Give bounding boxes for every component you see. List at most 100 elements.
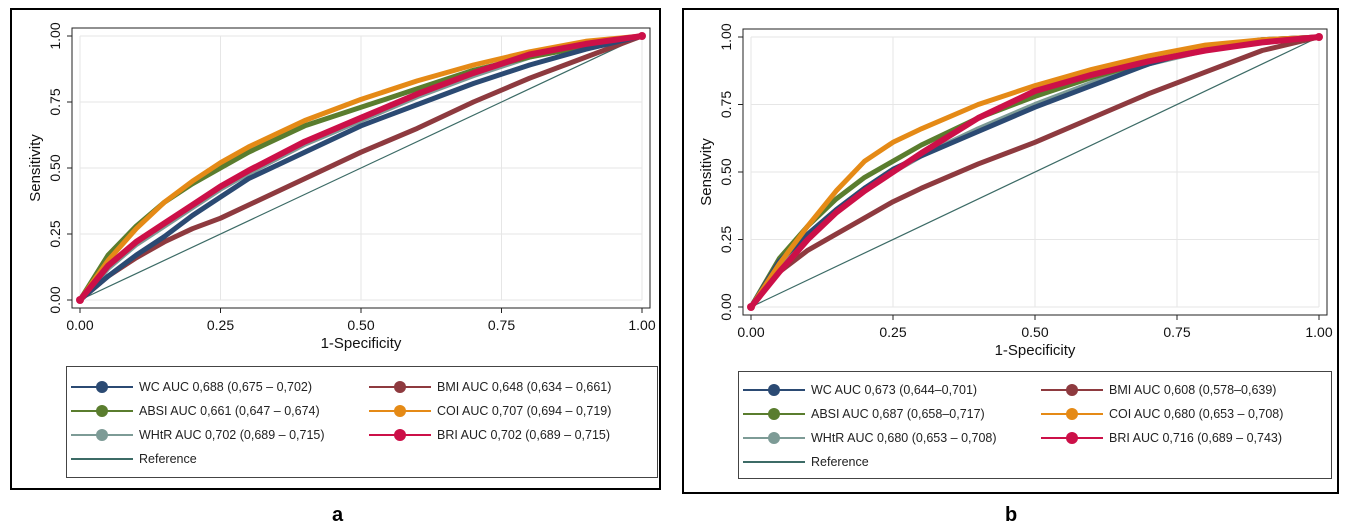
- data-point-absi: [862, 175, 867, 180]
- data-point-absi: [415, 86, 420, 92]
- data-point-bri: [862, 188, 867, 194]
- data-point-wc: [1032, 105, 1038, 110]
- data-point-coi: [1089, 67, 1094, 72]
- data-point-bri: [358, 115, 364, 121]
- data-point-wc: [190, 213, 195, 218]
- data-point-bri: [134, 239, 139, 245]
- x-axis-title: 1-Specificity: [321, 335, 402, 352]
- data-point-coi: [862, 159, 867, 164]
- data-point-coi: [976, 102, 981, 107]
- data-point-bmi: [190, 226, 195, 231]
- data-point-coi: [415, 78, 420, 84]
- data-point-bmi: [1146, 91, 1151, 96]
- data-point-bri: [190, 202, 195, 208]
- legend-swatch-coi: [1041, 407, 1103, 421]
- legend-swatch-bmi: [1041, 383, 1103, 397]
- data-point-bmi: [919, 186, 924, 191]
- data-point-bmi: [471, 99, 476, 105]
- x-tick-label: 0.25: [207, 317, 234, 333]
- x-tick-label: 0.75: [488, 317, 515, 333]
- x-tick-label: 0.75: [1163, 324, 1190, 340]
- data-point-wc: [527, 62, 532, 68]
- data-point-coi: [890, 140, 896, 145]
- legend-item-reference: Reference: [71, 450, 197, 468]
- legend-item-whtr: WHtR AUC 0,680 (0,653 – 0,708): [743, 429, 997, 447]
- legend-label-whtr: WHtR AUC 0,702 (0,689 – 0,715): [139, 428, 325, 442]
- series-line-bri: [748, 34, 1322, 310]
- data-point-coi: [805, 223, 810, 229]
- data-point-bri: [162, 221, 167, 226]
- data-point-bri: [834, 210, 839, 215]
- legend-swatch-wc: [71, 380, 133, 394]
- x-tick-label: 1.00: [1305, 324, 1332, 340]
- data-point-bmi: [1089, 115, 1094, 121]
- data-point-wc: [302, 149, 307, 155]
- data-point-coi: [919, 126, 924, 131]
- series-line-reference: [750, 36, 1320, 308]
- data-point-bmi: [162, 239, 167, 245]
- data-point-bri: [805, 237, 810, 242]
- legend-swatch-bri: [1041, 431, 1103, 445]
- y-tick-label: 0.00: [47, 286, 63, 313]
- data-point-wc: [1089, 83, 1094, 88]
- data-point-wc: [134, 252, 139, 258]
- legend-label-coi: COI AUC 0,707 (0,694 – 0,719): [437, 404, 612, 418]
- y-axis-title: Sensitivity: [27, 134, 44, 202]
- data-point-bri: [105, 263, 111, 268]
- data-point-bmi: [583, 54, 588, 60]
- legend-label-whtr: WHtR AUC 0,680 (0,653 – 0,708): [811, 431, 997, 445]
- x-tick-label: 0.25: [879, 324, 906, 340]
- data-point-bmi: [862, 215, 867, 221]
- data-point-absi: [246, 149, 251, 155]
- legend-swatch-whtr: [743, 431, 805, 445]
- legend-b: WC AUC 0,673 (0,644–0,701) BMI AUC 0,608…: [738, 371, 1332, 479]
- data-point-coi: [1203, 42, 1208, 48]
- data-point-bri: [1146, 59, 1151, 64]
- data-point-coi: [246, 144, 251, 150]
- data-point-absi: [890, 159, 896, 164]
- legend-swatch-bmi: [369, 380, 431, 394]
- data-point-bri: [246, 168, 251, 173]
- data-point-coi: [190, 179, 195, 184]
- y-tick-label: 0.25: [718, 226, 734, 253]
- legend-label-reference: Reference: [811, 455, 869, 469]
- data-point-absi: [302, 123, 307, 128]
- data-point-absi: [218, 165, 223, 171]
- data-point-bmi: [527, 76, 532, 81]
- data-point-bri: [919, 150, 924, 156]
- data-point-bmi: [302, 176, 307, 181]
- y-tick-label: 0.50: [47, 154, 63, 181]
- legend-swatch-absi: [743, 407, 805, 421]
- data-point-wc: [415, 102, 420, 107]
- data-point-bmi: [1260, 48, 1265, 53]
- data-point-bri: [302, 139, 307, 144]
- legend-item-absi: ABSI AUC 0,687 (0,658–0,717): [743, 405, 985, 423]
- legend-label-bri: BRI AUC 0,716 (0,689 – 0,743): [1109, 431, 1283, 445]
- data-point-bmi: [890, 199, 896, 204]
- origin-marker: [76, 296, 84, 304]
- end-marker: [638, 32, 646, 40]
- legend-label-reference: Reference: [139, 452, 197, 466]
- legend-swatch-wc: [743, 383, 805, 397]
- legend-item-bmi: BMI AUC 0,608 (0,578–0,639): [1041, 381, 1276, 399]
- panel-a: 0.00 0.25 0.50 0.75 1.00 0.00 0.25 0.50 0.75 1.00…: [10, 8, 661, 490]
- legend-item-whtr: WHtR AUC 0,702 (0,689 – 0,715): [71, 426, 325, 444]
- legend-swatch-whtr: [71, 428, 133, 442]
- data-point-absi: [834, 196, 839, 202]
- legend-item-coi: COI AUC 0,680 (0,653 – 0,708): [1041, 405, 1283, 423]
- legend-label-bmi: BMI AUC 0,648 (0,634 – 0,661): [437, 380, 612, 394]
- data-point-bmi: [1032, 140, 1038, 145]
- legend-label-bri: BRI AUC 0,702 (0,689 – 0,715): [437, 428, 611, 442]
- y-axis-title: Sensitivity: [698, 138, 715, 206]
- data-point-wc: [976, 129, 981, 134]
- legend-a: WC AUC 0,688 (0,675 – 0,702) BMI AUC 0,6…: [66, 366, 658, 478]
- series-line-coi: [77, 33, 645, 303]
- legend-item-reference: Reference: [743, 453, 869, 471]
- x-tick-label: 0.00: [66, 317, 93, 333]
- data-point-coi: [1146, 53, 1151, 59]
- data-point-wc: [583, 47, 588, 52]
- data-point-bri: [1260, 40, 1265, 45]
- legend-label-absi: ABSI AUC 0,687 (0,658–0,717): [811, 407, 985, 421]
- data-point-bri: [1203, 48, 1208, 53]
- legend-item-bri: BRI AUC 0,716 (0,689 – 0,743): [1041, 429, 1282, 447]
